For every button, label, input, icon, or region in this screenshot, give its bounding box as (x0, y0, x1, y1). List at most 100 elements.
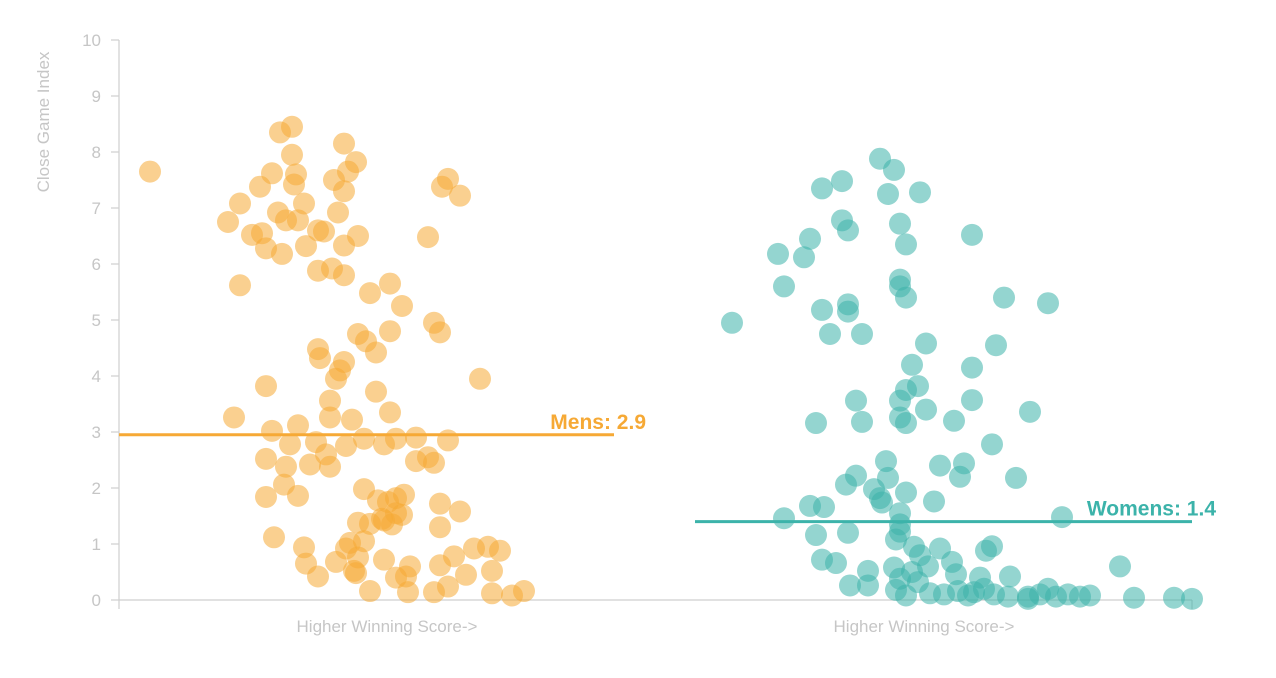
mens-point (365, 380, 387, 403)
mens-point (271, 242, 293, 265)
mens-point (437, 429, 459, 452)
mens-point (365, 341, 387, 364)
y-tick-label: 3 (92, 423, 101, 442)
mens-point (261, 162, 283, 185)
womens-point (915, 398, 937, 421)
mens-point (437, 167, 459, 190)
womens-point (1079, 584, 1101, 607)
mens-point (255, 375, 277, 398)
mens-point (379, 272, 401, 295)
womens-point (773, 275, 795, 298)
womens-point (997, 585, 1019, 608)
womens-point (907, 375, 929, 398)
mens-point (299, 453, 321, 476)
mens-point (405, 450, 427, 473)
y-tick-label: 7 (92, 199, 101, 218)
data-points (139, 115, 1203, 610)
womens-point (773, 507, 795, 530)
womens-point (981, 535, 1003, 558)
mens-point (313, 220, 335, 243)
mens-point (359, 512, 381, 535)
womens-point (949, 465, 971, 488)
womens-point (993, 286, 1015, 309)
mens-point (353, 427, 375, 450)
womens-point (793, 246, 815, 269)
womens-point (851, 410, 873, 433)
mens-point (287, 209, 309, 232)
y-axis-ticks: 0 1 2 3 4 5 6 7 8 9 10 (82, 31, 119, 610)
mens-point (229, 192, 251, 215)
womens-point (895, 584, 917, 607)
womens-point (825, 552, 847, 575)
mens-point (319, 389, 341, 412)
womens-point (885, 528, 907, 551)
womens-point (871, 491, 893, 514)
womens-point (811, 177, 833, 200)
mens-point (393, 483, 415, 506)
womens-point (895, 286, 917, 309)
mens-point (333, 132, 355, 155)
womens-point (981, 433, 1003, 456)
mens-point (405, 426, 427, 449)
mens-point (319, 455, 341, 478)
womens-point (883, 158, 905, 181)
y-tick-label: 10 (82, 31, 101, 50)
mens-point (359, 282, 381, 305)
mens-point (255, 447, 277, 470)
mens-point (489, 539, 511, 562)
mens-point (333, 264, 355, 287)
womens-point (805, 524, 827, 547)
series-womens (721, 147, 1203, 610)
mens-point (275, 455, 297, 478)
womens-point (1051, 506, 1073, 529)
mens-point (359, 580, 381, 603)
womens-point (943, 409, 965, 432)
mens-point (385, 502, 407, 525)
womens-point (961, 356, 983, 379)
mens-point (449, 500, 471, 523)
x-axis-label-womens: Higher Winning Score-> (834, 617, 1015, 636)
x-axis-label-mens: Higher Winning Score-> (297, 617, 478, 636)
mens-point (333, 180, 355, 203)
womens-point (1019, 400, 1041, 423)
womens-point (889, 389, 911, 412)
mens-point (307, 565, 329, 588)
mens-point (423, 451, 445, 474)
mens-point (327, 201, 349, 224)
y-axis: 0 1 2 3 4 5 6 7 8 9 10 Close Game Index (34, 31, 120, 610)
mens-point (455, 563, 477, 586)
womens-point (1181, 587, 1203, 610)
y-tick-label: 1 (92, 535, 101, 554)
womens-point (961, 389, 983, 412)
mens-point (309, 347, 331, 370)
womens-point (767, 242, 789, 265)
mens-point (293, 192, 315, 215)
womens-point (889, 212, 911, 235)
mens-point (255, 485, 277, 508)
mens-point (293, 536, 315, 559)
womens-point (895, 233, 917, 256)
womens-point (857, 559, 879, 582)
y-tick-label: 9 (92, 87, 101, 106)
womens-point (1037, 292, 1059, 315)
womens-point (813, 496, 835, 519)
mens-point (285, 163, 307, 186)
mens-point (217, 211, 239, 233)
mens-point (373, 548, 395, 571)
mens-point (429, 516, 451, 539)
mens-point (469, 367, 491, 390)
womens-point (901, 353, 923, 376)
y-tick-label: 4 (92, 367, 101, 386)
womens-point (721, 311, 743, 334)
y-axis-title: Close Game Index (34, 51, 53, 192)
womens-point (851, 323, 873, 345)
y-tick-label: 2 (92, 479, 101, 498)
mens-point (139, 160, 161, 183)
mens-point (261, 419, 283, 442)
mens-point (391, 295, 413, 317)
mens-average-label: Mens: 2.9 (550, 411, 646, 434)
womens-point (839, 574, 861, 597)
womens-point (909, 181, 931, 204)
womens-point (837, 521, 859, 544)
